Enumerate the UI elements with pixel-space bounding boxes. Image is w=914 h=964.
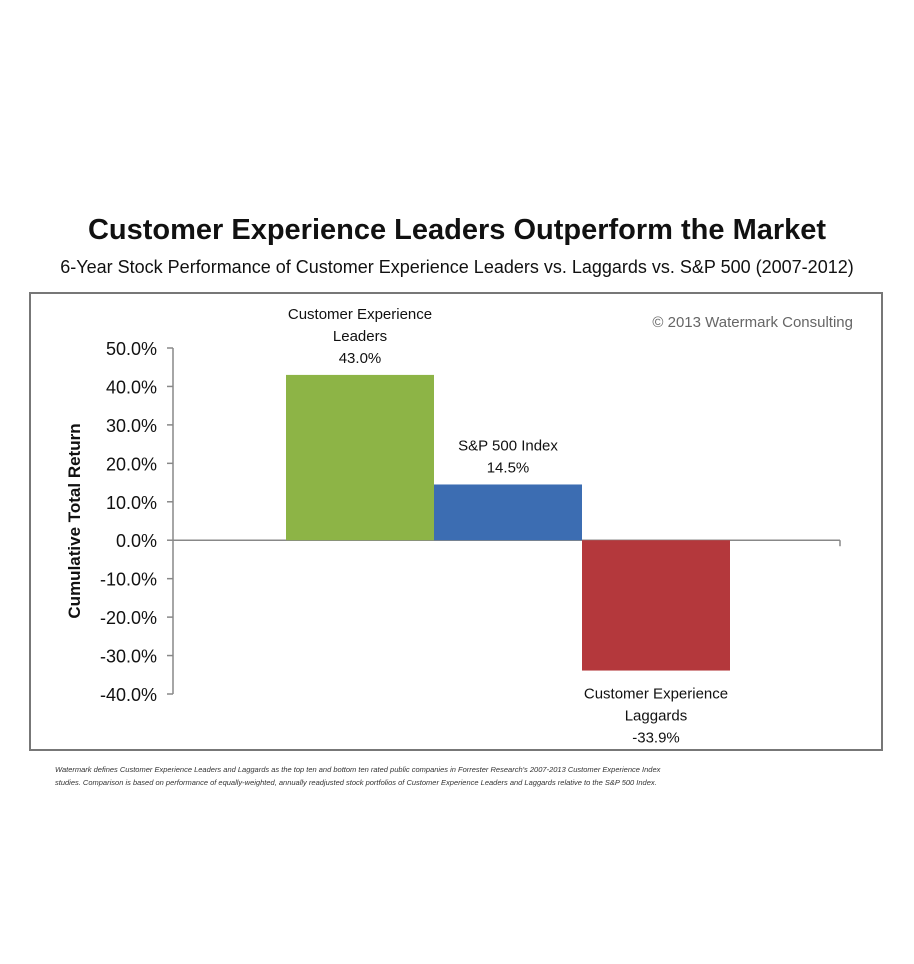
axes: 50.0% 40.0% 30.0% 20.0% 10.0% 0.0% -10.0% -20.0… (100, 339, 841, 705)
footnote-line-1: Watermark defines Customer Experience Le… (55, 765, 661, 774)
bar-category-label: Customer Experience (584, 686, 728, 703)
y-tick-label: 20.0% (106, 454, 157, 474)
y-tick-label: 50.0% (106, 339, 157, 359)
y-tick-label: -30.0% (100, 647, 157, 667)
chart-title: Customer Experience Leaders Outperform t… (87, 214, 827, 246)
bar (434, 484, 582, 541)
bar-category-label: Leaders (333, 328, 387, 345)
data-label: -33.9% (632, 730, 680, 747)
y-tick-label: 40.0% (106, 377, 157, 397)
copyright-annotation: © 2013 Watermark Consulting (652, 314, 853, 331)
y-tick-label: -40.0% (100, 685, 157, 705)
data-label: 14.5% (487, 459, 530, 476)
y-tick-label: 0.0% (116, 531, 157, 551)
y-tick-label: -10.0% (100, 570, 157, 590)
y-tick-label: -20.0% (100, 608, 157, 628)
footnote-line-2: studies. Comparison is based on performa… (55, 778, 657, 787)
bar-labels: Customer Experience Leaders 43.0% S&P 500 I… (288, 306, 728, 747)
bars (286, 374, 730, 671)
chart-subtitle: 6-Year Stock Performance of Customer Exp… (60, 257, 854, 277)
y-tick-label: 10.0% (106, 493, 157, 513)
y-axis-label: Cumulative Total Return (65, 423, 84, 618)
footnote: Watermark defines Customer Experience Le… (55, 763, 875, 789)
data-label: 43.0% (339, 350, 382, 367)
bar (582, 540, 730, 671)
bar-category-label: Laggards (625, 708, 688, 725)
bar-category-label: S&P 500 Index (458, 437, 558, 454)
y-tick-label: 30.0% (106, 416, 157, 436)
bar-category-label: Customer Experience (288, 306, 432, 323)
bar (286, 374, 434, 541)
